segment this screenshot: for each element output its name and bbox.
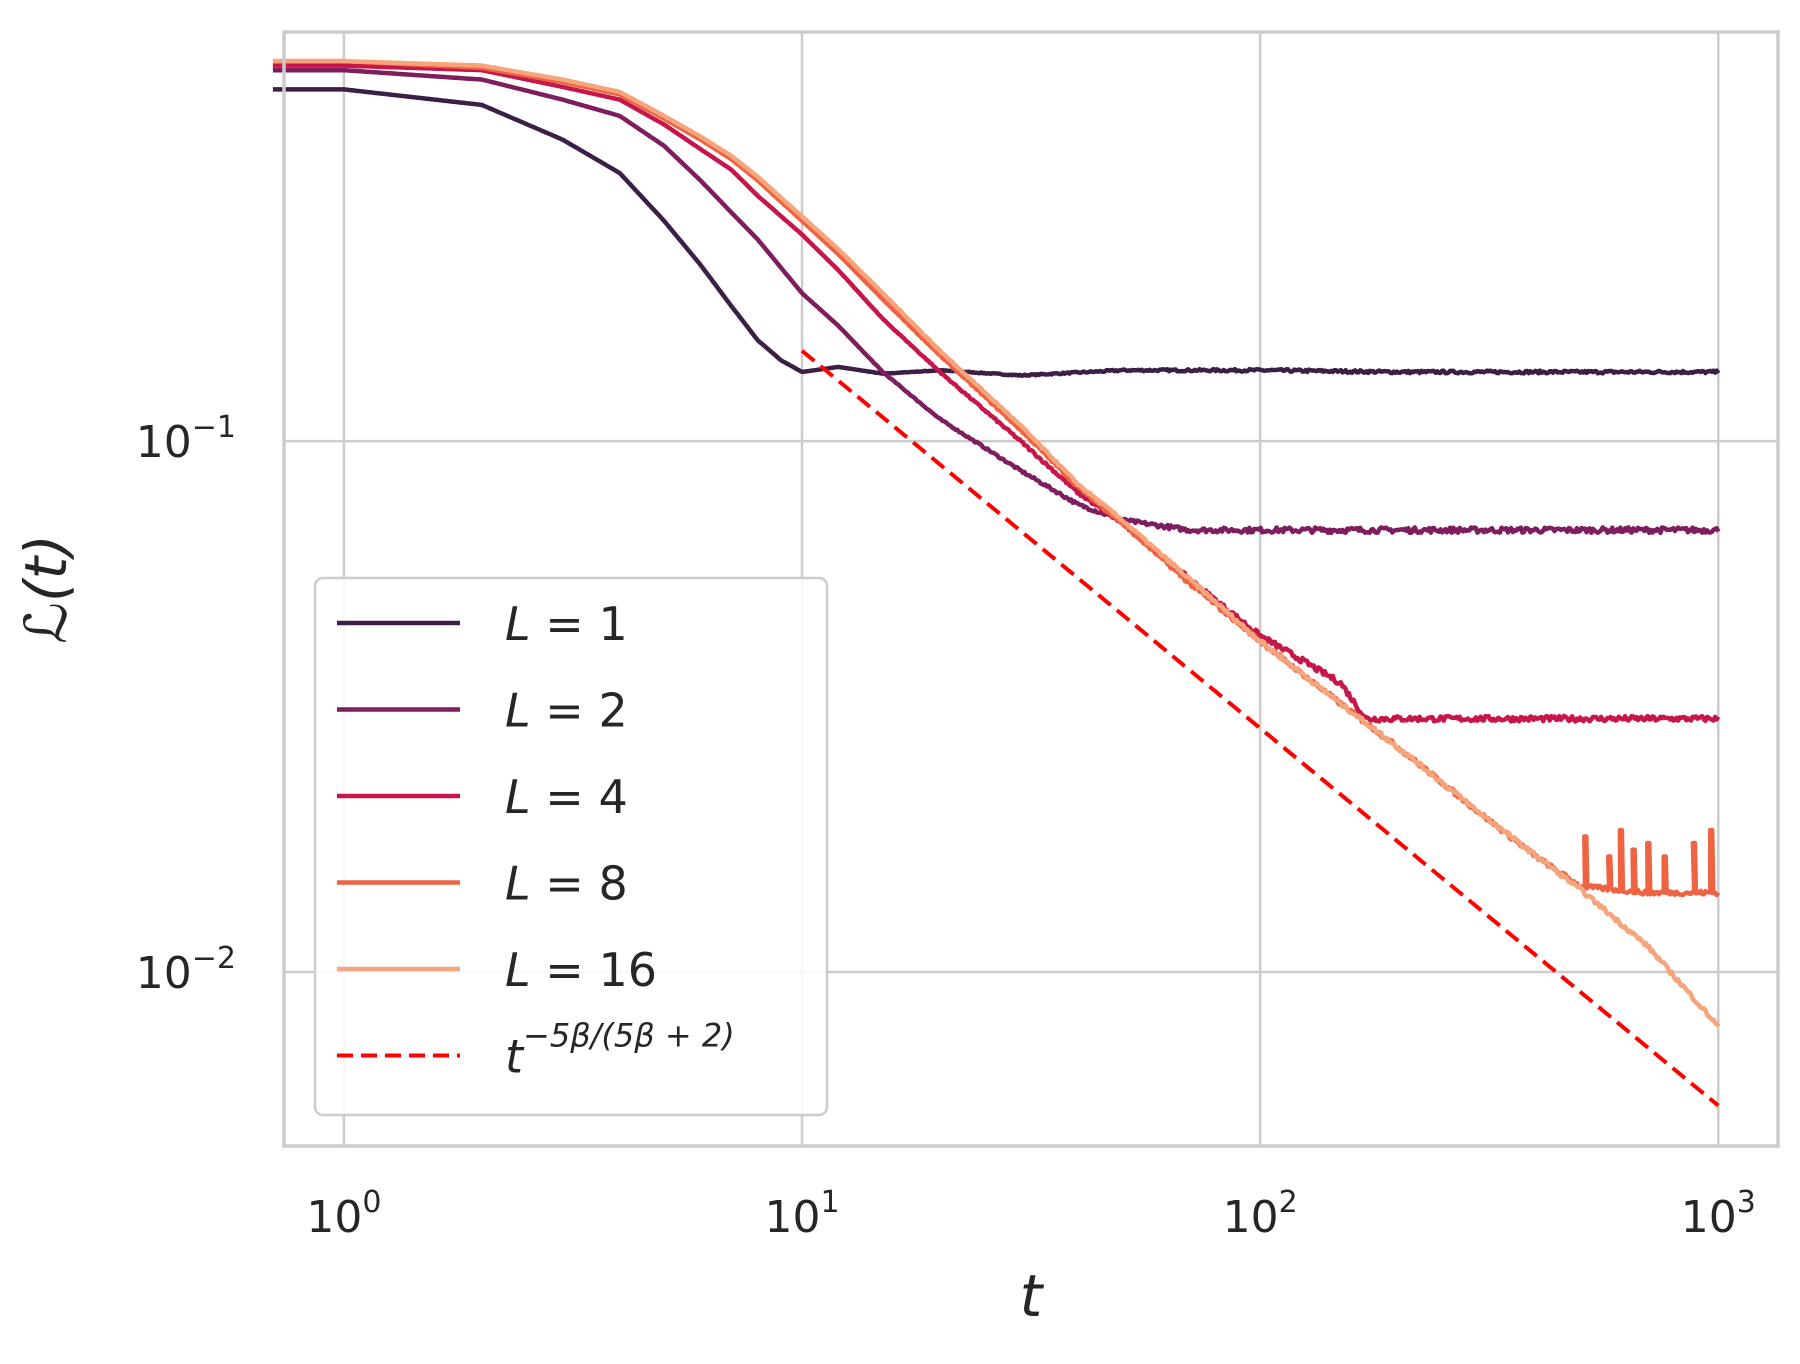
y-tick-exp: −2 bbox=[192, 941, 236, 976]
legend-label-2: L = 4 bbox=[505, 770, 628, 824]
legend-label-5: t−5β/(5β + 2) bbox=[505, 1017, 735, 1084]
y-tick-label: 10−1 bbox=[136, 410, 236, 468]
legend-label-0: L = 1 bbox=[505, 597, 628, 651]
series-group bbox=[272, 58, 1721, 1108]
x-tick-label: 100 bbox=[306, 1185, 381, 1243]
y-tick-labels: 10−110−2 bbox=[136, 410, 236, 999]
x-tick-exp: 3 bbox=[1737, 1185, 1756, 1220]
x-tick-exp: 0 bbox=[362, 1185, 381, 1220]
x-tick-label: 102 bbox=[1223, 1185, 1298, 1243]
legend-box bbox=[313, 576, 829, 1117]
legend-var: t bbox=[505, 1030, 525, 1084]
legend-num: 8 bbox=[598, 857, 627, 911]
x-tick-labels: 100 101 102 103 bbox=[306, 1185, 1755, 1243]
y-tick-label: 10−2 bbox=[136, 941, 236, 999]
series-line-1 bbox=[272, 67, 1721, 536]
plot-frame bbox=[282, 30, 1780, 1148]
x-tick-base: 10 bbox=[1681, 1192, 1737, 1243]
legend-var: L bbox=[505, 943, 531, 997]
series-line-0 bbox=[272, 87, 1721, 378]
x-tick-base: 10 bbox=[1223, 1192, 1279, 1243]
legend-var: L bbox=[505, 857, 531, 911]
series-line-5 bbox=[800, 349, 1720, 1108]
legend-num: 2 bbox=[598, 684, 627, 738]
x-tick-base: 10 bbox=[306, 1192, 362, 1243]
y-tick-exp: −1 bbox=[192, 410, 236, 445]
legend-num: 4 bbox=[598, 770, 627, 824]
legend-eq: = bbox=[531, 770, 599, 824]
legend-label-4: L = 16 bbox=[505, 943, 657, 997]
legend-label-1: L = 2 bbox=[505, 684, 628, 738]
legend-var: L bbox=[505, 770, 531, 824]
x-axis-label: t bbox=[1020, 1262, 1045, 1330]
legend-num: 16 bbox=[598, 943, 657, 997]
legend-label-3: L = 8 bbox=[505, 857, 628, 911]
legend: L = 1L = 2L = 4L = 8L = 16t−5β/(5β + 2) bbox=[313, 576, 829, 1117]
legend-eq: = bbox=[531, 597, 599, 651]
legend-eq: = bbox=[531, 857, 599, 911]
x-tick-base: 10 bbox=[764, 1192, 820, 1243]
x-tick-label: 101 bbox=[764, 1185, 839, 1243]
legend-var: L bbox=[505, 597, 531, 651]
y-tick-base: 10 bbox=[136, 948, 192, 999]
x-tick-exp: 2 bbox=[1279, 1185, 1298, 1220]
x-tick-exp: 1 bbox=[820, 1185, 839, 1220]
legend-eq: = bbox=[531, 684, 599, 738]
legend-eq: = bbox=[531, 943, 599, 997]
y-axis-label: ℒ(t) bbox=[12, 534, 80, 644]
legend-var: L bbox=[505, 684, 531, 738]
y-tick-base: 10 bbox=[136, 417, 192, 468]
legend-exp: −5β/(5β + 2) bbox=[523, 1017, 735, 1055]
series-line-4 bbox=[272, 58, 1721, 1028]
legend-num: 1 bbox=[598, 597, 627, 651]
series-line-2 bbox=[272, 63, 1721, 724]
x-tick-label: 103 bbox=[1681, 1185, 1756, 1243]
